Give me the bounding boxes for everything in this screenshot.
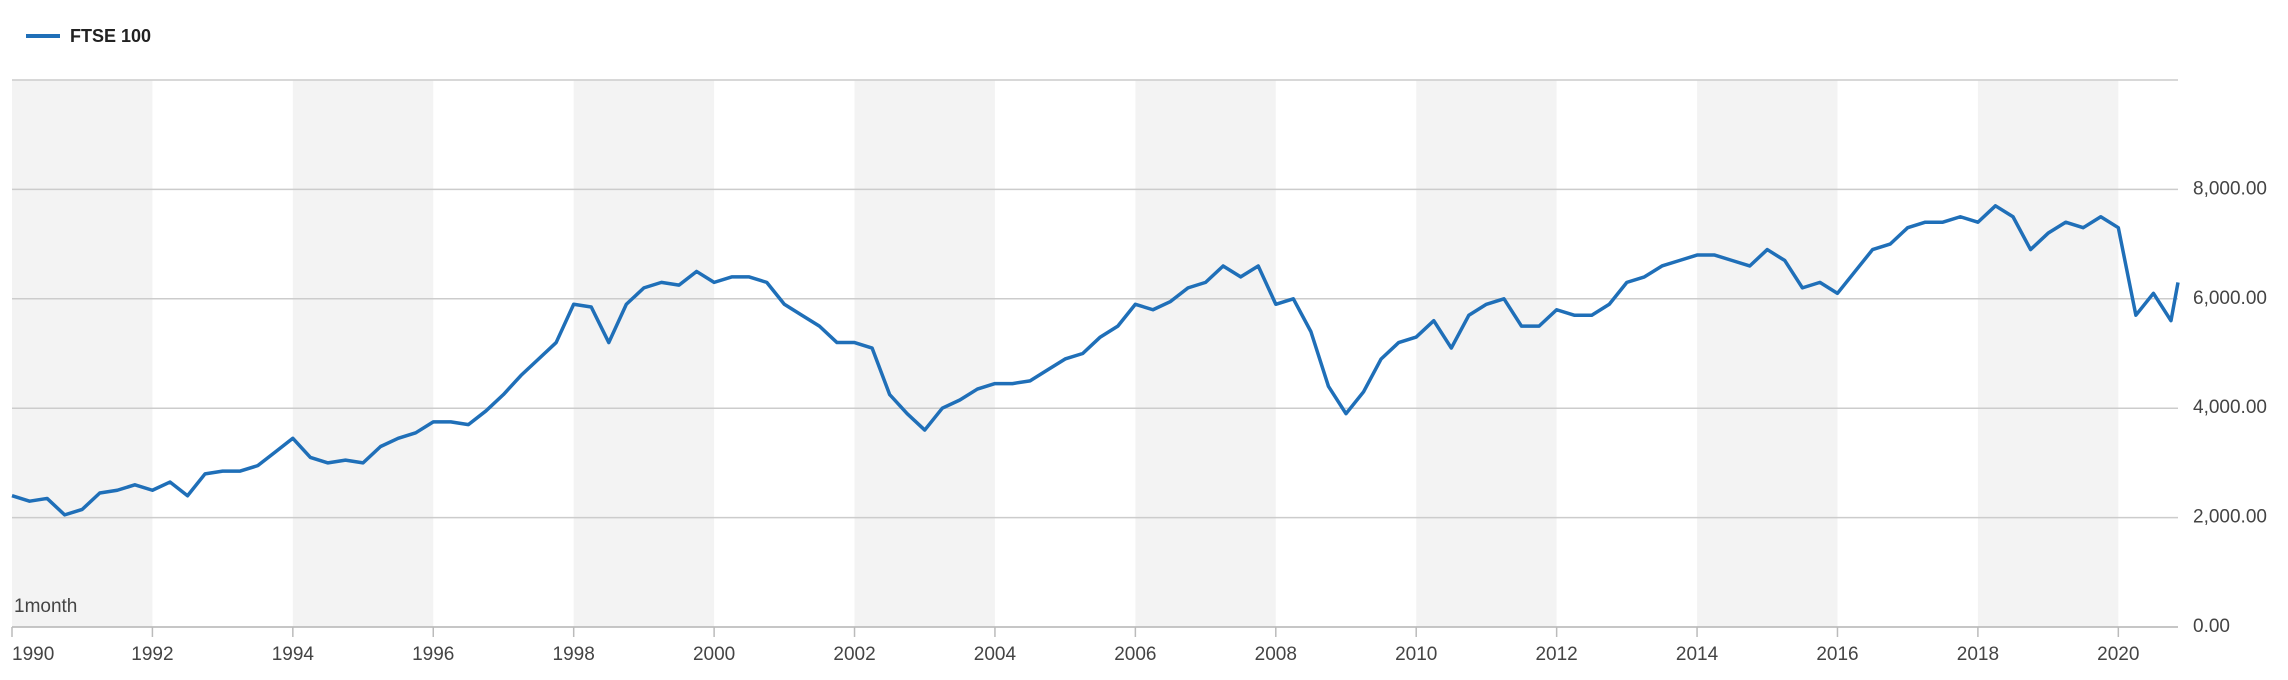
band <box>1697 80 1838 627</box>
band <box>1416 80 1557 627</box>
y-tick-label: 0.00 <box>2193 616 2230 637</box>
band <box>573 80 715 627</box>
band <box>1135 80 1276 627</box>
y-tick-label: 8,000.00 <box>2193 178 2267 199</box>
x-tick-label: 2010 <box>1395 644 1437 665</box>
x-tick-label: 1996 <box>412 644 454 665</box>
band <box>854 80 995 627</box>
x-tick-label: 2012 <box>1535 644 1577 665</box>
x-tick-label: 2006 <box>1114 644 1156 665</box>
x-tick-label: 2016 <box>1816 644 1858 665</box>
x-tick-label: 1990 <box>12 644 54 665</box>
x-tick-label: 1992 <box>131 644 173 665</box>
x-tick-label: 2008 <box>1255 644 1297 665</box>
series-line <box>11 204 2180 517</box>
x-tick-label: 1994 <box>272 644 315 665</box>
interval-note: 1month <box>14 596 77 617</box>
y-tick-label: 2,000.00 <box>2193 507 2267 528</box>
x-tick-label: 2018 <box>1957 644 1999 665</box>
band <box>1977 80 2119 627</box>
legend-label: FTSE 100 <box>70 26 151 46</box>
x-tick-label: 2002 <box>833 644 875 665</box>
x-tick-label: 2014 <box>1676 644 1719 665</box>
band <box>292 80 434 627</box>
x-tick-label: 2000 <box>693 644 735 665</box>
x-tick-label: 2004 <box>974 644 1017 665</box>
y-tick-label: 6,000.00 <box>2193 288 2267 309</box>
band <box>12 80 153 627</box>
x-tick-label: 2020 <box>2097 644 2139 665</box>
y-tick-label: 4,000.00 <box>2193 397 2267 418</box>
x-tick-label: 1998 <box>553 644 595 665</box>
